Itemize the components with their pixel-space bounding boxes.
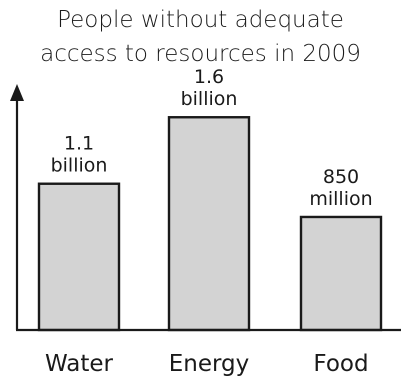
x-tick-label-energy: Energy [169,351,250,377]
data-label-energy-line-1: 1.6 [194,66,224,88]
y-axis-arrowhead-icon [10,84,24,101]
data-label-food-line-1: 850 [323,166,359,188]
bar-food [299,215,383,332]
bar-energy [167,116,251,332]
bars-layer [37,116,383,332]
data-label-water-line-2: billion [51,155,108,177]
chart-title-line-2: access to resources in 2009 [40,41,361,67]
data-label-food-line-2: million [309,188,372,210]
bar-water [37,182,121,332]
chart-title-line-1: People without adequate [57,7,344,33]
data-label-energy-line-2: billion [181,88,238,110]
x-tick-label-food: Food [313,351,368,377]
labels-layer: 1.1billionWater1.6billionEnergy850millio… [45,66,373,377]
data-label-water-line-1: 1.1 [64,133,94,155]
x-tick-label-water: Water [45,351,114,377]
